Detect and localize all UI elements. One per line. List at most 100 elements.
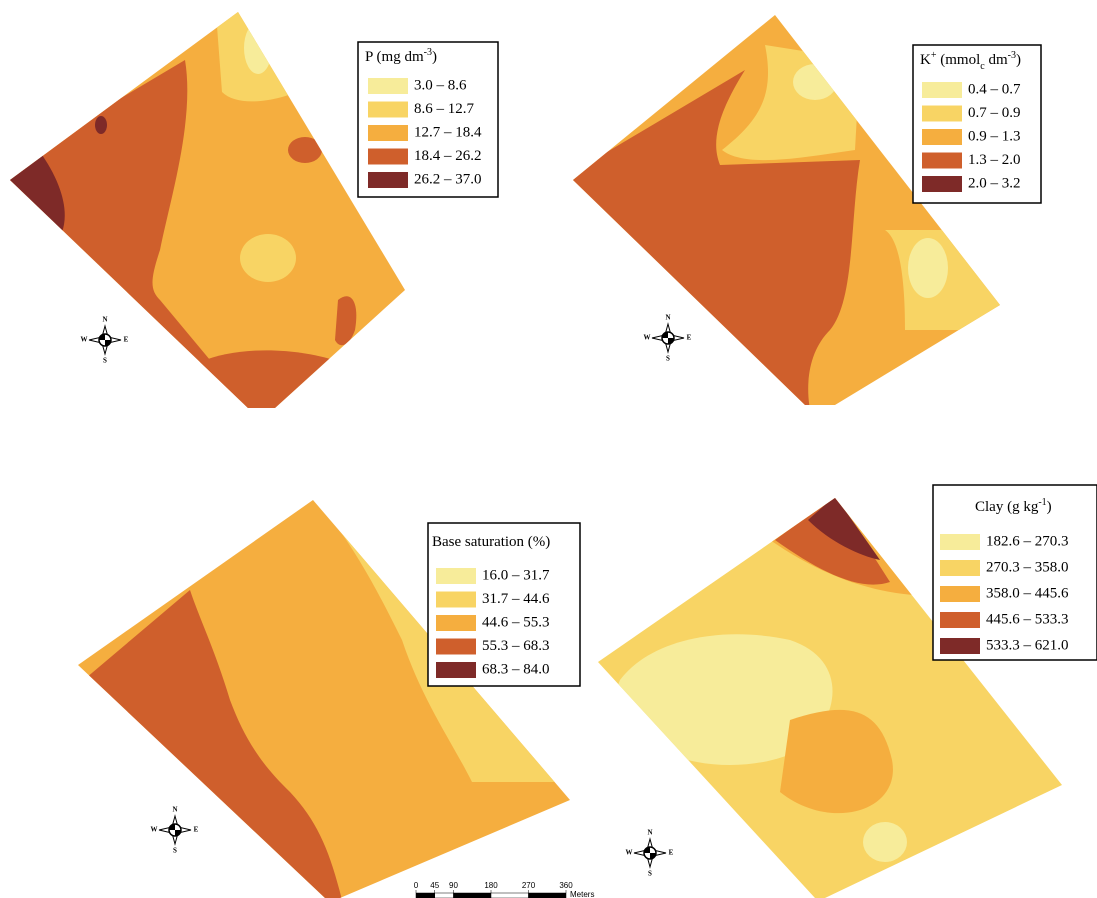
legend-label: 0.9 – 1.3 [968,128,1021,144]
legend: P (mg dm-3) 3.0 – 8.6 8.6 – 12.7 12.7 – 18.… [357,41,499,198]
map-zone [200,350,340,408]
legend-swatch [940,534,980,550]
scale-unit: Meters [570,890,594,898]
map-zone [780,709,893,814]
compass-e: E [124,336,129,344]
compass-center [662,332,674,344]
legend-label: 533.3 – 621.0 [986,637,1069,653]
legend-label: 0.7 – 0.9 [968,105,1021,121]
legend: K+ (mmolc dm-3) 0.4 – 0.7 0.7 – 0.9 0.9 – 1… [912,44,1042,204]
map-zone [863,822,907,862]
legend-swatch [436,568,476,584]
map-zone [288,137,322,163]
compass: N S W E [644,314,692,363]
compass-s: S [666,355,670,363]
legend-label: 18.4 – 26.2 [414,148,482,164]
legend: Base saturation (%) 16.0 – 31.7 31.7 – 44.… [427,522,581,687]
legend-swatch [368,148,408,165]
legend-label: 182.6 – 270.3 [986,533,1069,549]
title-part: -1 [1038,497,1046,508]
map-zone [335,296,357,346]
title-part: -3 [1008,50,1016,61]
scale-segment [434,892,454,898]
compass: N S W E [151,806,199,855]
legend-swatch [940,612,980,628]
map-zone [808,498,880,560]
legend-title: P (mg dm-3) [365,47,437,66]
map-zone [793,64,837,100]
legend-label: 31.7 – 44.6 [482,591,550,607]
legend-label: 1.3 – 2.0 [968,152,1021,168]
compass-s: S [173,847,177,855]
legend-label: 55.3 – 68.3 [482,638,550,654]
legend-swatch [368,78,408,94]
scale-label: 0 [414,881,419,890]
compass-w: W [644,334,651,342]
legend-box [357,41,499,198]
map-zone [244,22,272,74]
title-part: P (mg dm [365,49,424,65]
map-p [10,12,405,408]
title-part: ) [1047,499,1052,515]
scale-segment [415,892,435,898]
legend-title: Clay (g kg-1) [975,497,1052,516]
legend-title: Base saturation (%) [432,534,550,550]
legend-swatch [940,560,980,576]
title-part: c [980,61,985,72]
map-zone [240,234,296,282]
legend-label: 358.0 – 445.6 [986,585,1069,601]
legend-swatch [940,586,980,602]
legend-swatch [922,129,962,145]
compass-n: N [665,314,670,322]
title-part: dm [985,52,1008,68]
compass-n: N [647,829,652,837]
scale-label: 90 [449,881,458,890]
legend-swatch [940,638,980,654]
compass-center [644,847,656,859]
scale-segment [453,892,492,898]
map-zone [95,116,107,134]
scale-label: 180 [484,881,498,890]
legend-swatch [436,638,476,655]
compass-center [99,334,111,346]
legend-label: 2.0 – 3.2 [968,175,1021,191]
title-part: K [920,52,931,68]
legend-label: 44.6 – 55.3 [482,614,550,630]
compass-e: E [669,849,674,857]
scale-label: 360 [559,881,573,890]
legend-label: 8.6 – 12.7 [414,101,475,117]
title-part: Clay (g kg [975,499,1039,515]
compass-e: E [194,826,199,834]
legend-label: 3.0 – 8.6 [414,77,467,93]
legend-swatch [368,125,408,141]
scale-label: 270 [522,881,536,890]
map-zone [908,238,948,298]
map-zone [215,12,320,102]
title-part: + [931,50,937,61]
compass-s: S [648,870,652,878]
title-part: Base saturation (%) [432,534,550,550]
legend-label: 68.3 – 84.0 [482,661,550,677]
scale-segment [490,892,529,898]
compass-w: W [626,849,633,857]
legend-label: 445.6 – 533.3 [986,611,1069,627]
legend-swatch [368,172,408,188]
legend-label: 16.0 – 31.7 [482,567,550,583]
scale-segment [528,892,567,898]
legend-swatch [436,615,476,631]
title-part: (mmol [936,52,980,68]
legend-swatch [922,176,962,192]
legend-title: K+ (mmolc dm-3) [920,50,1021,72]
compass: N S W E [81,316,129,365]
legend-swatch [922,152,962,169]
map-zone [775,498,890,585]
legend-swatch [436,591,476,608]
scale-label: 45 [430,881,439,890]
legend-swatch [922,82,962,98]
legend-label: 270.3 – 358.0 [986,559,1069,575]
title-part: -3 [424,47,432,58]
compass-s: S [103,357,107,365]
compass-w: W [151,826,158,834]
legend-swatch [436,662,476,678]
